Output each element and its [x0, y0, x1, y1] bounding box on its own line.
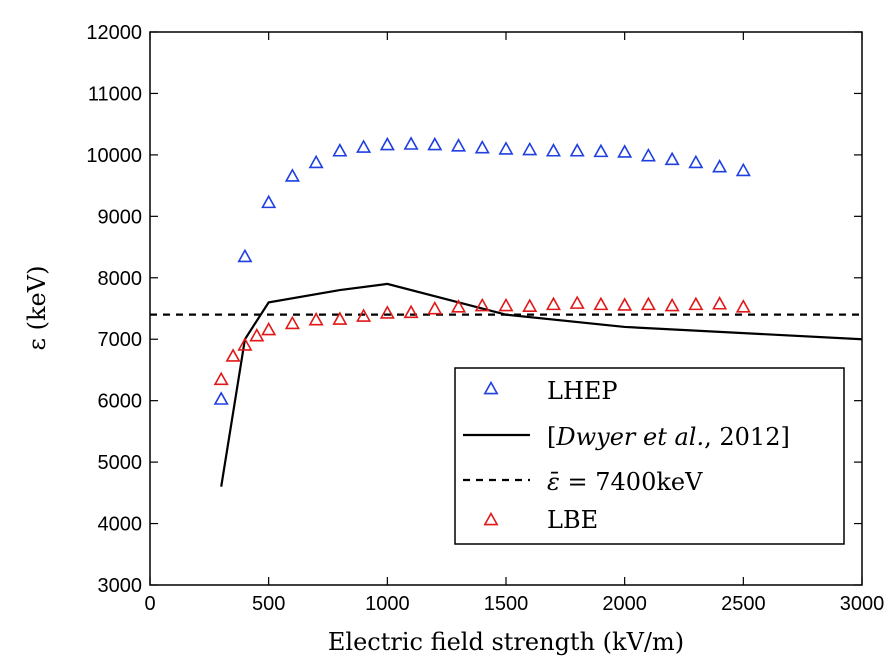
- legend-symbol-triangle: [483, 380, 499, 395]
- data-point: [356, 308, 372, 322]
- data-point: [379, 136, 395, 151]
- data-point: [569, 295, 585, 309]
- legend-label-lhep: LHEP: [547, 377, 618, 405]
- data-point: [569, 143, 585, 157]
- data-point: [593, 296, 609, 311]
- data-point: [712, 296, 728, 310]
- data-point: [450, 299, 467, 313]
- data-point: [308, 154, 324, 169]
- x-tick-label: 0: [144, 593, 155, 615]
- legend-label-dwyer-year: , 2012]: [704, 423, 790, 451]
- data-point: [332, 311, 348, 325]
- data-point: [664, 151, 680, 166]
- data-point: [640, 147, 656, 162]
- data-point: [261, 194, 277, 209]
- data-point: [688, 296, 704, 311]
- data-point: [545, 143, 562, 157]
- data-point: [735, 299, 751, 313]
- y-tick-label: 8000: [98, 268, 143, 290]
- data-point: [545, 296, 562, 311]
- data-point: [427, 136, 443, 151]
- data-point: [237, 337, 253, 351]
- y-tick-label: 10000: [86, 145, 142, 167]
- data-point: [213, 371, 229, 386]
- y-tick-label: 5000: [98, 452, 143, 474]
- plot-content: [150, 136, 863, 487]
- data-point: [450, 138, 467, 152]
- data-point: [640, 296, 656, 311]
- y-tick-label: 6000: [98, 391, 143, 413]
- data-point: [522, 298, 538, 313]
- series-line: [220, 282, 863, 487]
- y-tick-label: 12000: [86, 22, 142, 44]
- legend-label-mean-value: = 7400keV: [560, 468, 703, 496]
- y-tick-label: 11000: [88, 83, 142, 105]
- data-point: [284, 168, 300, 182]
- legend-label-dwyer-authors: Dwyer et al.: [555, 423, 704, 451]
- data-point: [332, 143, 348, 157]
- axis-ticks: 0 500 1000 1500 2000 2500 3000 3000 4000 5000 6000…: [86, 22, 884, 615]
- data-point: [474, 139, 490, 154]
- x-tick-label: 2500: [721, 593, 766, 615]
- data-point: [617, 144, 633, 158]
- data-point: [284, 315, 300, 330]
- data-point: [664, 297, 680, 312]
- x-tick-label: 3000: [840, 593, 885, 615]
- data-point: [225, 348, 241, 362]
- data-point: [213, 391, 229, 405]
- data-point: [593, 143, 609, 158]
- x-tick-label: 1000: [365, 593, 410, 615]
- y-axis-label: ε (keV): [23, 266, 51, 351]
- legend-label-dwyer-open: [: [547, 423, 556, 451]
- data-point: [688, 154, 704, 169]
- legend: LHEP [Dwyer et al., 2012] ε̄ = 7400keV L…: [454, 367, 845, 545]
- data-point: [261, 321, 277, 336]
- data-point: [617, 297, 633, 311]
- data-point: [356, 139, 372, 153]
- series-dwyer-et-al-2012: [220, 282, 863, 487]
- legend-label-lbe: LBE: [547, 506, 598, 534]
- data-point: [498, 141, 514, 155]
- x-tick-label: 2000: [602, 593, 647, 615]
- legend-label-mean-symbol: ε̄: [547, 468, 560, 496]
- legend-box: [454, 367, 845, 545]
- y-tick-label: 7000: [98, 329, 143, 351]
- x-tick-label: 500: [252, 593, 285, 615]
- legend-label-mean: ε̄ = 7400keV: [547, 468, 703, 496]
- data-point: [712, 159, 728, 173]
- x-tick-label: 1500: [484, 593, 529, 615]
- data-point: [498, 297, 514, 312]
- y-tick-label: 9000: [98, 206, 143, 228]
- series-lbe: [213, 295, 751, 386]
- data-point: [735, 162, 751, 177]
- data-point: [308, 312, 324, 326]
- legend-label-dwyer: [Dwyer et al., 2012]: [547, 423, 790, 451]
- legend-symbol-triangle: [483, 511, 499, 526]
- y-tick-label: 3000: [98, 575, 143, 597]
- data-point: [403, 136, 419, 150]
- x-axis-label: Electric field strength (kV/m): [328, 628, 684, 656]
- data-point: [403, 304, 419, 319]
- data-point: [522, 141, 538, 156]
- y-tick-label: 4000: [98, 514, 143, 536]
- data-point: [427, 300, 443, 315]
- data-point: [474, 297, 490, 312]
- data-point: [379, 305, 395, 319]
- data-point: [249, 328, 265, 342]
- series-lhep: [213, 136, 751, 405]
- data-point: [237, 248, 253, 263]
